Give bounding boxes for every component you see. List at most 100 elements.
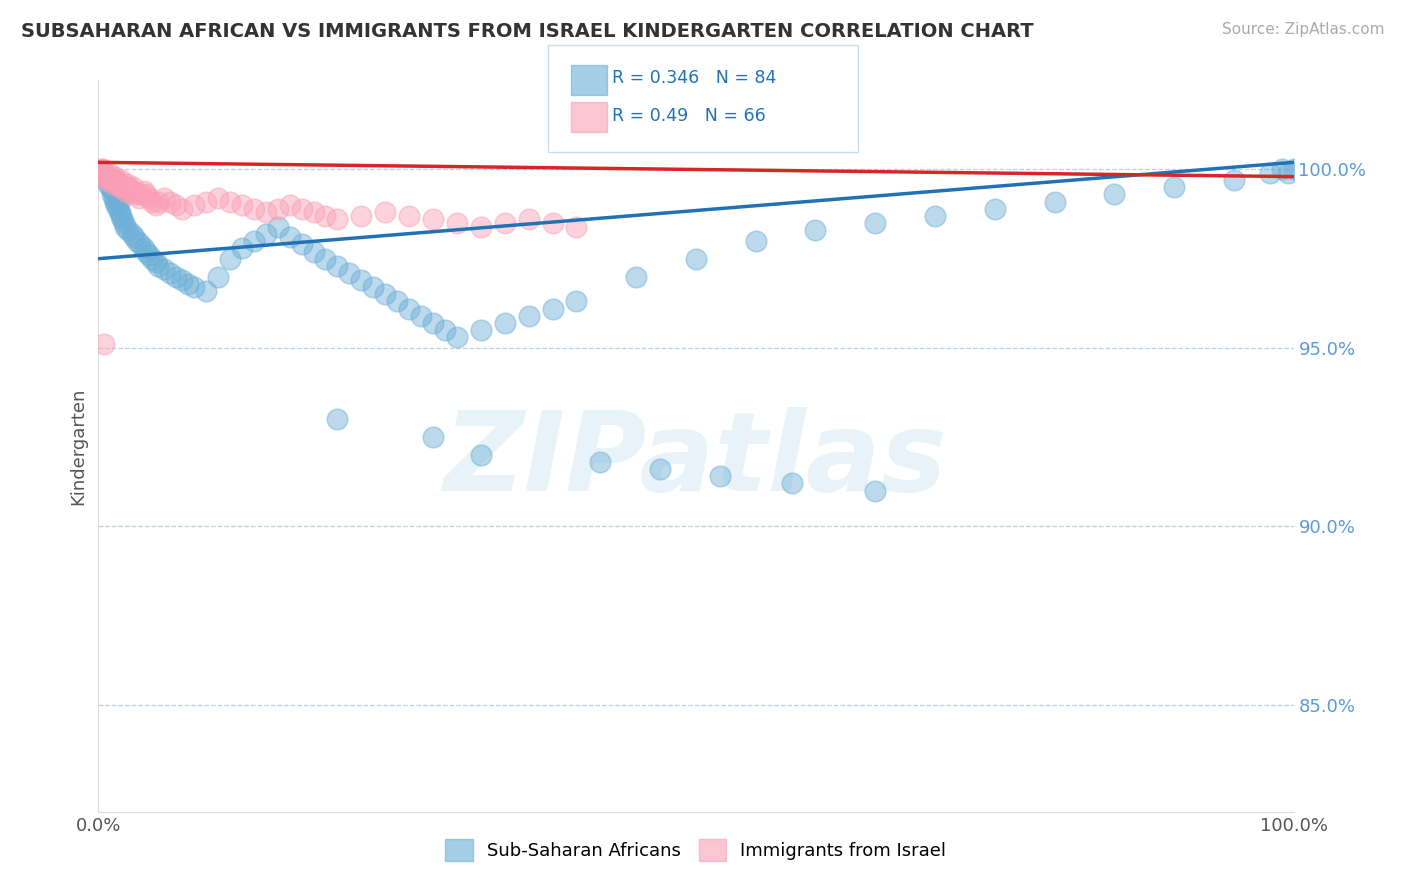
Point [865,483,887,498]
Point [626,269,648,284]
Point [100,187,122,202]
Point [172,202,194,216]
Point [96,173,118,187]
Point [374,205,396,219]
Point [1277,166,1299,180]
Point [98,169,122,184]
Point [115,180,138,194]
Point [565,219,588,234]
Point [267,202,290,216]
Point [207,191,229,205]
Point [148,194,170,209]
Point [565,294,588,309]
Point [128,191,150,205]
Point [291,237,314,252]
Point [231,198,253,212]
Point [115,177,138,191]
Point [138,248,160,262]
Point [110,173,132,187]
Point [111,177,134,191]
Text: SUBSAHARAN AFRICAN VS IMMIGRANTS FROM ISRAEL KINDERGARTEN CORRELATION CHART: SUBSAHARAN AFRICAN VS IMMIGRANTS FROM IS… [21,22,1033,41]
Point [1282,162,1305,177]
Point [350,273,373,287]
Text: ZIPatlas: ZIPatlas [444,407,948,514]
Point [984,202,1007,216]
Point [93,166,115,180]
Point [107,177,129,191]
Point [93,337,115,351]
Point [374,287,396,301]
Point [267,219,290,234]
Text: Source: ZipAtlas.com: Source: ZipAtlas.com [1222,22,1385,37]
Point [326,412,349,426]
Point [107,202,129,216]
Point [172,273,194,287]
Point [278,230,301,244]
Point [302,205,325,219]
Point [446,216,468,230]
Point [135,244,157,259]
Point [122,180,145,194]
Point [302,244,325,259]
Point [326,212,349,227]
Point [105,198,128,212]
Point [470,323,492,337]
Point [207,269,229,284]
Point [94,169,117,184]
Point [132,241,155,255]
Point [124,230,146,244]
Point [422,430,444,444]
Point [517,212,540,227]
Point [183,280,205,294]
Point [177,277,200,291]
Point [112,216,135,230]
Point [494,316,516,330]
Point [195,284,218,298]
Point [91,162,114,177]
Point [422,316,444,330]
Point [219,252,242,266]
Point [470,448,492,462]
Point [103,173,125,187]
Point [110,209,132,223]
Point [363,280,385,294]
Point [153,262,176,277]
Point [121,227,143,241]
Point [98,169,121,184]
Point [385,294,409,309]
Point [101,177,124,191]
Point [780,476,803,491]
Legend: Sub-Saharan Africans, Immigrants from Israel: Sub-Saharan Africans, Immigrants from Is… [439,832,953,869]
Point [1223,173,1246,187]
Point [97,169,120,184]
Point [541,216,564,230]
Point [422,212,444,227]
Point [118,184,141,198]
Point [685,252,707,266]
Point [101,184,124,198]
Point [100,173,122,187]
Point [93,166,115,180]
Point [114,219,136,234]
Point [108,205,131,219]
Point [153,191,176,205]
Y-axis label: Kindergarten: Kindergarten [69,387,87,505]
Point [124,184,146,198]
Point [254,205,277,219]
Point [326,259,349,273]
Point [131,187,153,202]
Point [470,219,492,234]
Point [104,169,127,184]
Point [125,234,148,248]
Point [494,216,516,230]
Point [114,184,136,198]
Point [141,252,163,266]
Point [254,227,277,241]
Point [183,198,205,212]
Point [105,173,128,187]
Point [125,187,148,202]
Point [1104,187,1126,202]
Point [243,202,266,216]
Point [96,173,118,187]
Point [98,180,122,194]
